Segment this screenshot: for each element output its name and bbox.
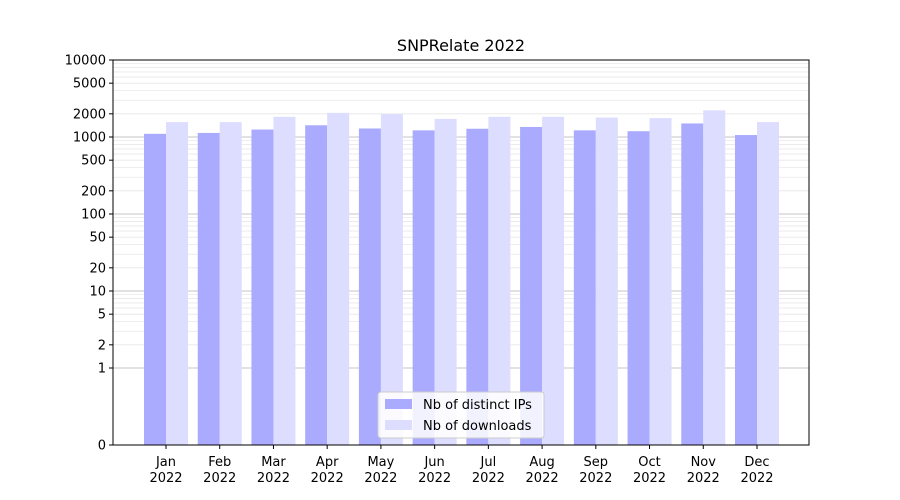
y-axis: 0 1 2 5 10 20 50 100 200 500 1000 2000 5000 10000 xyxy=(65,54,113,454)
legend-swatch xyxy=(385,420,412,430)
bar-distinct-ips-aug xyxy=(520,126,543,446)
y-tick-label: 1000 xyxy=(73,131,106,146)
y-tick-label: 200 xyxy=(81,184,106,199)
y-tick-label: 2 xyxy=(98,338,106,353)
x-tick-label: Mar 2022 xyxy=(257,455,290,486)
y-tick-label: 50 xyxy=(89,231,106,246)
x-tick-label: Jan 2022 xyxy=(149,455,182,486)
y-tick-label: 0 xyxy=(98,439,106,454)
legend-label: Nb of downloads xyxy=(423,419,532,434)
bar-downloads-aug xyxy=(542,116,565,446)
y-tick-label: 10000 xyxy=(65,54,106,69)
x-tick-label: Feb 2022 xyxy=(203,455,236,486)
legend-box xyxy=(377,391,545,439)
y-tick-label: 10 xyxy=(89,285,106,300)
bar-downloads-sep xyxy=(595,117,618,445)
bar-distinct-ips-dec xyxy=(735,135,757,445)
legend-swatch xyxy=(385,399,412,409)
bar-distinct-ips-oct xyxy=(627,131,650,446)
x-tick-label: Sep 2022 xyxy=(579,455,612,486)
bar-downloads-jul xyxy=(488,116,511,446)
bar-downloads-oct xyxy=(649,118,672,446)
y-tick-label: 20 xyxy=(89,261,106,276)
x-tick-label: Apr 2022 xyxy=(311,455,344,486)
y-tick-label: 5000 xyxy=(73,77,106,92)
bar-downloads-mar xyxy=(273,116,296,446)
bar-distinct-ips-jun xyxy=(412,130,435,446)
x-tick-label: Aug 2022 xyxy=(526,455,559,486)
bar-distinct-ips-mar xyxy=(251,129,274,445)
y-tick-label: 5 xyxy=(98,308,106,323)
bar-downloads-jan xyxy=(166,122,188,446)
y-tick-label: 2000 xyxy=(73,107,106,122)
y-tick-label: 500 xyxy=(81,154,106,169)
bar-distinct-ips-jul xyxy=(466,128,489,446)
legend-label: Nb of distinct IPs xyxy=(423,398,532,413)
chart-title: SNPRelate 2022 xyxy=(397,36,525,55)
bar-distinct-ips-nov xyxy=(681,123,704,445)
bar-downloads-feb xyxy=(219,122,242,446)
x-tick-label: Oct 2022 xyxy=(633,455,666,486)
bar-downloads-nov xyxy=(703,110,726,446)
bar-downloads-jun xyxy=(434,118,457,445)
x-tick-label: Jun 2022 xyxy=(418,455,451,486)
legend: Nb of distinct IPs Nb of downloads xyxy=(377,391,545,439)
bar-downloads-apr xyxy=(327,112,350,446)
bar-distinct-ips-apr xyxy=(305,125,328,445)
x-tick-label: May 2022 xyxy=(364,455,397,486)
bar-distinct-ips-may xyxy=(358,128,381,445)
x-tick-label: Jul 2022 xyxy=(472,455,505,486)
bar-distinct-ips-feb xyxy=(197,132,220,445)
x-tick-label: Nov 2022 xyxy=(687,455,720,486)
x-axis: Jan 2022 Feb 2022 Mar 2022 Apr 2022 May 2022 Jun 20… xyxy=(149,445,774,486)
y-tick-label: 1 xyxy=(98,362,106,377)
bars xyxy=(144,110,779,446)
bar-distinct-ips-sep xyxy=(573,130,596,446)
y-tick-label: 100 xyxy=(81,208,106,223)
bar-distinct-ips-jan xyxy=(144,133,166,446)
plot-frame xyxy=(112,59,810,446)
x-tick-label: Dec 2022 xyxy=(740,455,773,486)
bar-downloads-may xyxy=(380,114,403,445)
bar-downloads-dec xyxy=(757,122,779,446)
